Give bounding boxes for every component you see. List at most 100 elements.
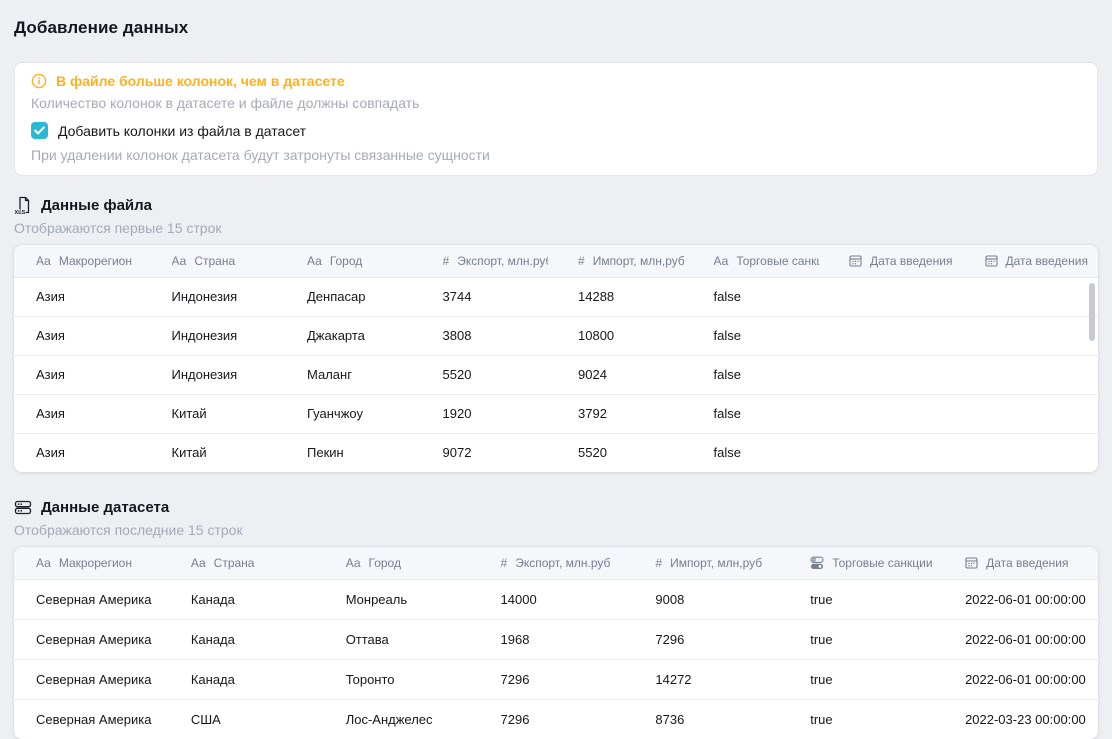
- column-header-macroregion: Аа Макрорегион: [14, 245, 150, 277]
- cell: true: [788, 699, 943, 739]
- warning-note: При удалении колонок датасета будут затр…: [31, 147, 1081, 163]
- file-section-subtitle: Отображаются первые 15 строк: [14, 220, 1098, 236]
- text-type-icon: Аа: [172, 254, 187, 268]
- svg-text:XLS: XLS: [15, 210, 26, 215]
- column-header-export: #Экспорт, млн.руб: [479, 547, 634, 579]
- column-header-date-1: Дата введения: [827, 245, 963, 277]
- file-data-table: АаМакрорегион АаСтрана АаГород #Экспорт,…: [14, 245, 1098, 472]
- cell: Индонезия: [150, 316, 286, 355]
- column-header-import: #Импорт, млн,руб: [556, 245, 692, 277]
- cell: 14000: [479, 579, 634, 619]
- text-type-icon: Аа: [346, 556, 361, 570]
- cell: Канада: [169, 659, 324, 699]
- file-table-body: АзияИндонезияДенпасар374414288false Азия…: [14, 277, 1098, 472]
- number-type-icon: #: [443, 254, 450, 268]
- column-header-country: АаСтрана: [150, 245, 286, 277]
- cell: 7296: [479, 659, 634, 699]
- cell: false: [692, 355, 828, 394]
- column-label: Импорт, млн,руб: [593, 254, 684, 268]
- dataset-data-table: АаМакрорегион Аа Страна АаГород #Экспорт,…: [14, 547, 1098, 739]
- cell: Индонезия: [150, 277, 286, 316]
- cell: [827, 355, 963, 394]
- boolean-toggle-icon: [810, 556, 824, 570]
- cell: Азия: [14, 355, 150, 394]
- column-header-import: #Импорт, млн,руб: [633, 547, 788, 579]
- number-type-icon: #: [501, 556, 508, 570]
- cell: [827, 394, 963, 433]
- cell: 2022-06-01 00:00:00: [943, 619, 1098, 659]
- cell: true: [788, 619, 943, 659]
- column-label: Дата введения: [986, 556, 1068, 570]
- cell: 2022-03-23 00:00:00: [943, 699, 1098, 739]
- table-row: Северная АмерикаСШАЛос-Анджелес72968736t…: [14, 699, 1098, 739]
- add-columns-checkbox-label[interactable]: Добавить колонки из файла в датасет: [58, 123, 306, 139]
- cell: false: [692, 277, 828, 316]
- cell: Северная Америка: [14, 659, 169, 699]
- cell: США: [169, 699, 324, 739]
- text-type-icon: Аа: [36, 556, 51, 570]
- column-label: Торговые санкции: [832, 556, 932, 570]
- cell: false: [692, 433, 828, 472]
- cell: Китай: [150, 433, 286, 472]
- cell: 3808: [421, 316, 557, 355]
- cell: Северная Америка: [14, 699, 169, 739]
- cell: 9008: [633, 579, 788, 619]
- cell: 2022-06-01 00:00:00: [943, 659, 1098, 699]
- column-header-date: Дата введения: [943, 547, 1098, 579]
- file-section-title: Данные файла: [41, 197, 152, 214]
- table-row: АзияИндонезияДжакарта380810800false: [14, 316, 1098, 355]
- file-table-scrollbar[interactable]: [1089, 283, 1095, 341]
- text-type-icon: Аа: [191, 556, 206, 570]
- cell: 10800: [556, 316, 692, 355]
- cell: Индонезия: [150, 355, 286, 394]
- cell: Северная Америка: [14, 619, 169, 659]
- cell: [963, 394, 1099, 433]
- info-icon: [31, 73, 47, 89]
- file-section-header: XLS Данные файла: [14, 196, 1098, 215]
- cell: Монреаль: [324, 579, 479, 619]
- cell: [963, 433, 1099, 472]
- cell: 1920: [421, 394, 557, 433]
- warning-title: В файле больше колонок, чем в датасете: [56, 73, 345, 89]
- column-label: Импорт, млн,руб: [670, 556, 762, 570]
- cell: 5520: [556, 433, 692, 472]
- column-label: Экспорт, млн.руб: [457, 254, 548, 268]
- column-label: Страна: [214, 556, 255, 570]
- cell: 2022-06-01 00:00:00: [943, 579, 1098, 619]
- cell: Азия: [14, 394, 150, 433]
- cell: 9072: [421, 433, 557, 472]
- cell: 7296: [633, 619, 788, 659]
- column-header-export: # Экспорт, млн.руб: [421, 245, 557, 277]
- cell: false: [692, 394, 828, 433]
- column-label: Торговые санкц...: [736, 254, 819, 268]
- dataset-section-header: Данные датасета: [14, 498, 1098, 517]
- column-header-country: Аа Страна: [169, 547, 324, 579]
- cell: 8736: [633, 699, 788, 739]
- cell: 5520: [421, 355, 557, 394]
- xls-file-icon: XLS: [14, 196, 33, 215]
- column-header-city: АаГород: [324, 547, 479, 579]
- cell: 14288: [556, 277, 692, 316]
- table-row: АзияИндонезияМаланг55209024false: [14, 355, 1098, 394]
- warning-header: В файле больше колонок, чем в датасете: [31, 73, 1081, 89]
- column-label: Макрорегион: [59, 254, 132, 268]
- cell: Китай: [150, 394, 286, 433]
- cell: 7296: [479, 699, 634, 739]
- text-type-icon: Аа: [36, 254, 51, 268]
- column-header-city: АаГород: [285, 245, 421, 277]
- table-row: Северная АмерикаКанадаТоронто729614272tr…: [14, 659, 1098, 699]
- cell: true: [788, 659, 943, 699]
- file-data-section: XLS Данные файла Отображаются первые 15 …: [14, 196, 1098, 472]
- column-label: Город: [330, 254, 362, 268]
- text-type-icon: Аа: [714, 254, 729, 268]
- add-columns-checkbox-row[interactable]: Добавить колонки из файла в датасет: [31, 122, 1081, 139]
- table-row: Северная АмерикаКанадаМонреаль140009008t…: [14, 579, 1098, 619]
- cell: Азия: [14, 316, 150, 355]
- add-columns-checkbox[interactable]: [31, 122, 48, 139]
- cell: Канада: [169, 619, 324, 659]
- dataset-table-head: АаМакрорегион Аа Страна АаГород #Экспорт,…: [14, 547, 1098, 579]
- cell: [963, 277, 1099, 316]
- cell: Северная Америка: [14, 579, 169, 619]
- cell: [827, 316, 963, 355]
- column-header-macroregion: АаМакрорегион: [14, 547, 169, 579]
